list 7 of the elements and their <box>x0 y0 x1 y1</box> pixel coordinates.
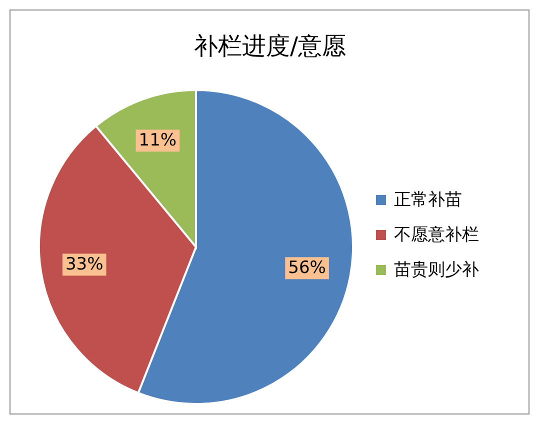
data-label: 33% <box>65 254 104 275</box>
legend-label: 正常补苗 <box>394 190 462 210</box>
data-label: 11% <box>138 130 177 151</box>
legend-label: 不愿意补栏 <box>394 225 479 245</box>
chart-title: 补栏进度/意愿 <box>194 32 346 60</box>
data-label: 56% <box>288 258 326 278</box>
legend-label: 苗贵则少补 <box>394 260 479 280</box>
